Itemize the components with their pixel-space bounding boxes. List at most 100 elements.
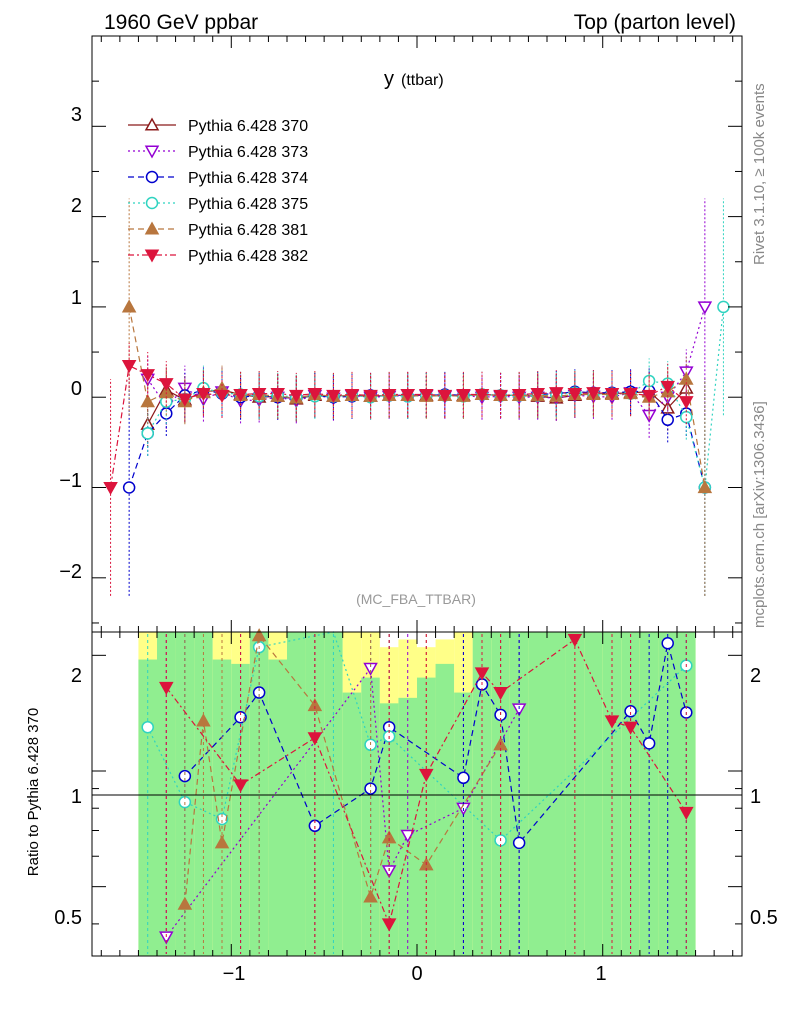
- ratio-point-374: [364, 782, 377, 795]
- ratio-band-green: [621, 632, 640, 956]
- ratio-point-373: [381, 865, 397, 879]
- legend-entry: Pythia 6.428 382: [128, 248, 308, 265]
- data-point-375: [680, 410, 693, 424]
- data-point-382: [456, 388, 471, 403]
- ratio-point-374: [252, 686, 266, 699]
- legend-label: Pythia 6.428 382: [188, 248, 308, 265]
- legend-symbol-375: [145, 196, 159, 210]
- rivet-version-label: Rivet 3.1.10, ≥ 100k events: [751, 83, 768, 265]
- ratio-band-green: [212, 659, 232, 956]
- data-point-382: [233, 388, 248, 403]
- legend-marker-382: [128, 249, 176, 263]
- legend-label: Pythia 6.428 375: [188, 196, 308, 213]
- ratio-y-tick-label: 2: [71, 665, 82, 687]
- ratio-point-374: [661, 637, 674, 650]
- data-point-382: [679, 396, 694, 410]
- ratio-point-374: [642, 737, 656, 750]
- ratio-point-382: [679, 806, 694, 820]
- ratio-point-382: [233, 779, 248, 793]
- y-tick-label: 3: [71, 104, 82, 126]
- ratio-band-green: [454, 692, 473, 956]
- legend-marker-375: [128, 196, 176, 210]
- ratio-point-375: [141, 720, 154, 734]
- analysis-label: (MC_FBA_TTBAR): [356, 591, 476, 607]
- legend-marker-381: [128, 221, 176, 235]
- ratio-band-green: [324, 632, 343, 956]
- ratio-band-green: [379, 703, 399, 956]
- data-point-382: [140, 369, 155, 383]
- legend-symbol-374: [145, 170, 159, 184]
- data-point-382: [289, 389, 304, 403]
- ratio-band-green: [584, 632, 603, 956]
- ratio-point-374: [457, 771, 470, 785]
- data-point-382: [530, 388, 545, 402]
- data-point-382: [586, 387, 601, 401]
- ratio-point-373: [511, 703, 527, 717]
- plot-title-main: y: [384, 68, 394, 90]
- ratio-band-layer: [138, 632, 696, 956]
- legend-marker-373: [128, 145, 176, 159]
- data-point-382: [196, 388, 211, 402]
- ratio-point-382: [419, 768, 434, 782]
- ratio-point-382: [159, 681, 174, 695]
- ratio-y-tick-label: 1: [71, 786, 82, 808]
- data-point-381: [121, 299, 137, 313]
- data-point-382: [177, 393, 193, 407]
- ratio-band-green: [528, 632, 547, 956]
- ratio-point-381: [196, 713, 211, 727]
- series-line-381: [128, 306, 706, 488]
- ratio-band-green: [249, 632, 269, 956]
- y-tick-label: −2: [59, 561, 82, 583]
- legend-entry: Pythia 6.428 370: [128, 117, 308, 135]
- data-point-382: [604, 388, 620, 402]
- y-tick-label: −1: [59, 470, 82, 492]
- ratio-point-374: [624, 705, 637, 718]
- ratio-band-green: [305, 632, 325, 956]
- ratio-series-line-373: [165, 666, 520, 938]
- ratio-point-381: [363, 889, 378, 903]
- ratio-band-green: [547, 632, 566, 956]
- data-point-382: [344, 388, 360, 403]
- data-point-382: [549, 387, 564, 401]
- ratio-band-green: [157, 632, 176, 956]
- ratio-point-374: [178, 769, 192, 783]
- ratio-band-green: [472, 632, 492, 956]
- x-tick-label: 1: [595, 963, 606, 985]
- x-tick-label: −1: [223, 963, 246, 985]
- ratio-band-green: [138, 659, 157, 956]
- ratio-band-green: [342, 692, 362, 956]
- ratio-band-green: [677, 632, 696, 956]
- data-point-382: [437, 389, 453, 403]
- ratio-point-382: [381, 918, 397, 932]
- ratio-y-tick-label-right: 2: [750, 665, 761, 687]
- ratio-point-374: [512, 836, 526, 850]
- data-point-382: [363, 389, 378, 403]
- ratio-point-382: [474, 667, 490, 681]
- data-point-382: [511, 388, 527, 403]
- main-series-layer: [103, 198, 730, 596]
- ratio-band-green: [287, 632, 306, 956]
- legend-symbol-373: [144, 145, 160, 159]
- series-line-382: [109, 364, 687, 488]
- data-point-382: [400, 388, 415, 403]
- ratio-band-green: [491, 632, 510, 956]
- ratio-band-green: [658, 632, 677, 956]
- legend: Pythia 6.428 370 Pythia 6.428 373 Pythia…: [128, 117, 308, 265]
- data-point-375: [141, 427, 154, 440]
- ratio-y-tick-label: 0.5: [54, 907, 82, 929]
- data-point-374: [122, 481, 136, 494]
- data-point-382: [251, 388, 267, 402]
- ratio-series-line-381: [184, 634, 502, 905]
- ratio-point-382: [623, 721, 638, 735]
- ratio-band-green: [194, 632, 213, 956]
- ratio-band-green: [175, 632, 195, 956]
- x-tick-label: 0: [411, 963, 422, 985]
- legend-symbol-381: [144, 221, 160, 235]
- data-point-373: [697, 301, 713, 315]
- ratio-point-382: [604, 715, 620, 729]
- ratio-band-green: [268, 659, 287, 956]
- y-tick-label: 0: [71, 378, 82, 400]
- ratio-point-375: [215, 812, 229, 826]
- series-line-374: [128, 389, 706, 488]
- legend-label: Pythia 6.428 373: [188, 144, 308, 161]
